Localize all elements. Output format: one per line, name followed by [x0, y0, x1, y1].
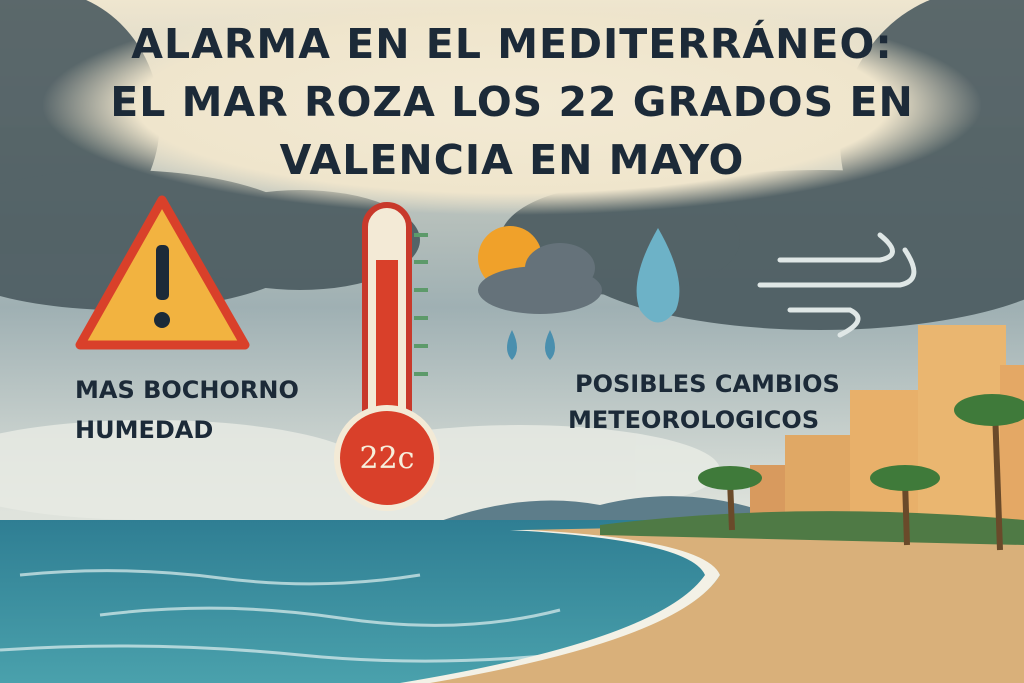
palms [698, 394, 1024, 551]
right-label: POSIBLES CAMBIOS [575, 370, 840, 398]
water-drop [636, 228, 680, 323]
waves [0, 569, 621, 663]
thermometer-reading: 22c [360, 441, 415, 476]
weather-icon [478, 226, 602, 360]
title-banner [42, 0, 982, 215]
greenery [600, 511, 1024, 545]
left-label: MAS BOCHORNO [75, 376, 299, 404]
foam [400, 530, 720, 683]
light-clouds [0, 420, 720, 530]
left-label: HUMEDAD [75, 416, 213, 444]
beach [420, 520, 1024, 683]
right-label: METEOROLOGICOS [568, 406, 819, 434]
title-line: EL MAR ROZA LOS 22 GRADOS EN [110, 78, 914, 126]
title-line: ALARMA EN EL MEDITERRÁNEO: [131, 20, 892, 68]
warning-sign [75, 195, 250, 350]
wind-icon [757, 232, 917, 338]
title-line: VALENCIA EN MAYO [280, 136, 745, 184]
thermometer [334, 202, 440, 511]
